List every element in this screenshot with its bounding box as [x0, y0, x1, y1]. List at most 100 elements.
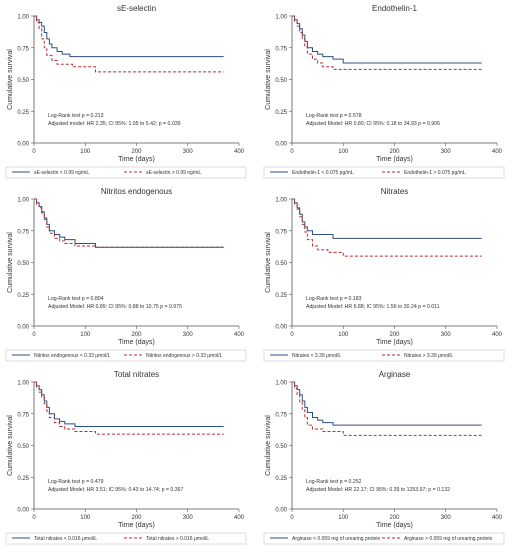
y-tick-label: 0.75: [275, 46, 287, 52]
survival-curve-dashed: [34, 381, 224, 435]
y-tick-label: 0.75: [275, 229, 287, 235]
stats-annotation: Log-Rank test p = 0.479: [48, 479, 104, 485]
x-tick-label: 200: [131, 515, 142, 521]
y-axis-label: Cumulative survival: [7, 415, 14, 476]
y-tick-label: 1.00: [275, 15, 287, 21]
x-tick-label: 300: [441, 515, 452, 521]
survival-panel: Nitrates 0.00 0.25 0.50 0.75 1.00 0 100 200 300 40…: [263, 187, 505, 362]
x-axis-label: Time (days): [376, 339, 413, 346]
x-tick-label: 200: [389, 515, 400, 521]
legend-entry: Nitrates < 3.39 μmol/L: [292, 353, 341, 359]
stats-annotation: Log-Rank test p = 0.213: [48, 113, 104, 119]
y-tick-label: 0.00: [17, 508, 29, 514]
survival-curve-dashed: [292, 198, 482, 257]
survival-panel: Nitritos endogenous 0.00 0.25 0.50 0.75 1.00 0…: [5, 187, 247, 362]
y-tick-label: 0.25: [275, 293, 287, 299]
y-axis-label: Cumulative survival: [265, 232, 272, 293]
legend-entry: Arginase > 0.059 mg of urearing protein: [404, 536, 492, 542]
y-tick-label: 0.00: [275, 325, 287, 331]
legend-entry: Nitritos endogenous > 0.33 μmol/L: [146, 353, 223, 359]
x-axis-label: Time (days): [118, 156, 155, 163]
x-tick-label: 100: [338, 149, 349, 155]
stats-annotation: Adjusted Model: HR 0.89; CI 95%: 0.88 to…: [48, 304, 182, 310]
survival-curve-solid: [34, 381, 224, 427]
survival-curve-solid: [34, 198, 224, 248]
x-tick-label: 400: [234, 515, 245, 521]
stats-annotation: Adjusted Model: HR 6.88; IC 95%: 1.56 to…: [306, 304, 440, 310]
y-tick-label: 0.50: [17, 78, 29, 84]
survival-curve-dashed: [34, 198, 224, 248]
y-tick-label: 0.25: [275, 476, 287, 482]
x-tick-label: 300: [441, 149, 452, 155]
x-tick-label: 200: [389, 149, 400, 155]
y-tick-label: 0.50: [17, 261, 29, 267]
y-tick-label: 0.50: [275, 261, 287, 267]
x-tick-label: 100: [80, 515, 91, 521]
y-axis-label: Cumulative survival: [7, 49, 14, 110]
legend-entry: Nitritos endogenous < 0.33 μmol/L: [34, 353, 111, 359]
stats-annotation: Adjusted Model: HR 22.17; CI 95%: 0.39 t…: [306, 487, 450, 493]
legend-box: [263, 166, 505, 179]
x-tick-label: 400: [234, 149, 245, 155]
y-tick-label: 0.75: [17, 46, 29, 52]
stats-annotation: Log-Rank test p = 0.183: [306, 296, 362, 302]
x-tick-label: 100: [80, 149, 91, 155]
y-tick-label: 0.25: [17, 110, 29, 116]
x-tick-label: 300: [183, 149, 194, 155]
y-tick-label: 0.75: [17, 412, 29, 418]
legend-box: [263, 349, 505, 362]
x-tick-label: 200: [131, 332, 142, 338]
x-axis-label: Time (days): [376, 156, 413, 163]
x-tick-label: 400: [492, 515, 503, 521]
y-tick-label: 0.75: [17, 229, 29, 235]
legend-entry: sE-selectin < 0.99 ng/mL: [34, 170, 89, 176]
legend-box: [5, 349, 247, 362]
stats-annotation: Adjusted Model: HR 0.80; CI 95%: 0.18 to…: [306, 121, 440, 127]
x-tick-label: 0: [290, 149, 294, 155]
x-tick-label: 400: [492, 332, 503, 338]
y-tick-label: 0.25: [17, 293, 29, 299]
legend-entry: Total nitrates < 0.016 μmol/L: [34, 536, 97, 542]
y-tick-label: 1.00: [275, 198, 287, 204]
y-tick-label: 1.00: [17, 15, 29, 21]
survival-curve-solid: [292, 198, 482, 239]
x-tick-label: 100: [338, 332, 349, 338]
y-tick-label: 0.50: [17, 444, 29, 450]
x-tick-label: 300: [183, 332, 194, 338]
x-tick-label: 200: [131, 149, 142, 155]
chart-title: Nitrates: [381, 187, 409, 196]
y-axis-label: Cumulative survival: [7, 232, 14, 293]
legend-entry: Arginase < 0.059 mg of urearing protein: [292, 536, 380, 542]
chart-title: sE-selectin: [117, 4, 156, 13]
x-tick-label: 200: [389, 332, 400, 338]
survival-curve-solid: [292, 381, 482, 426]
x-axis-label: Time (days): [118, 339, 155, 346]
y-tick-label: 0.00: [17, 325, 29, 331]
stats-annotation: Log-Rank test p = 0.804: [48, 296, 104, 302]
x-tick-label: 300: [183, 515, 194, 521]
y-tick-label: 0.00: [275, 142, 287, 148]
survival-panel: Endothelin-1 0.00 0.25 0.50 0.75 1.00 0 100 200 3…: [263, 4, 505, 179]
y-tick-label: 0.00: [17, 142, 29, 148]
legend-entry: Endothelin-1 > 0.075 pg/mL: [404, 170, 466, 176]
survival-panel: Total nitrates 0.00 0.25 0.50 0.75 1.00 0 100 20…: [5, 370, 247, 545]
y-tick-label: 0.50: [275, 444, 287, 450]
survival-panel: Arginase 0.00 0.25 0.50 0.75 1.00 0 100 200 300 40…: [263, 370, 505, 545]
x-axis-label: Time (days): [118, 522, 155, 529]
x-tick-label: 400: [492, 149, 503, 155]
x-tick-label: 0: [32, 515, 36, 521]
stats-annotation: Adjusted Model: HR 3.51; IC 95%: 0.43 to…: [48, 487, 184, 493]
x-axis-label: Time (days): [376, 522, 413, 529]
y-tick-label: 0.25: [275, 110, 287, 116]
y-tick-label: 0.25: [17, 476, 29, 482]
survival-curve-dashed: [292, 15, 482, 70]
x-tick-label: 0: [32, 332, 36, 338]
x-tick-label: 0: [290, 515, 294, 521]
legend-entry: Endothelin-1 < 0.075 pg/mL: [292, 170, 354, 176]
legend-entry: Nitrates > 3.39 μmol/L: [404, 353, 453, 359]
x-tick-label: 300: [441, 332, 452, 338]
y-axis-label: Cumulative survival: [265, 49, 272, 110]
legend-box: [5, 166, 247, 179]
legend-box: [5, 532, 247, 545]
